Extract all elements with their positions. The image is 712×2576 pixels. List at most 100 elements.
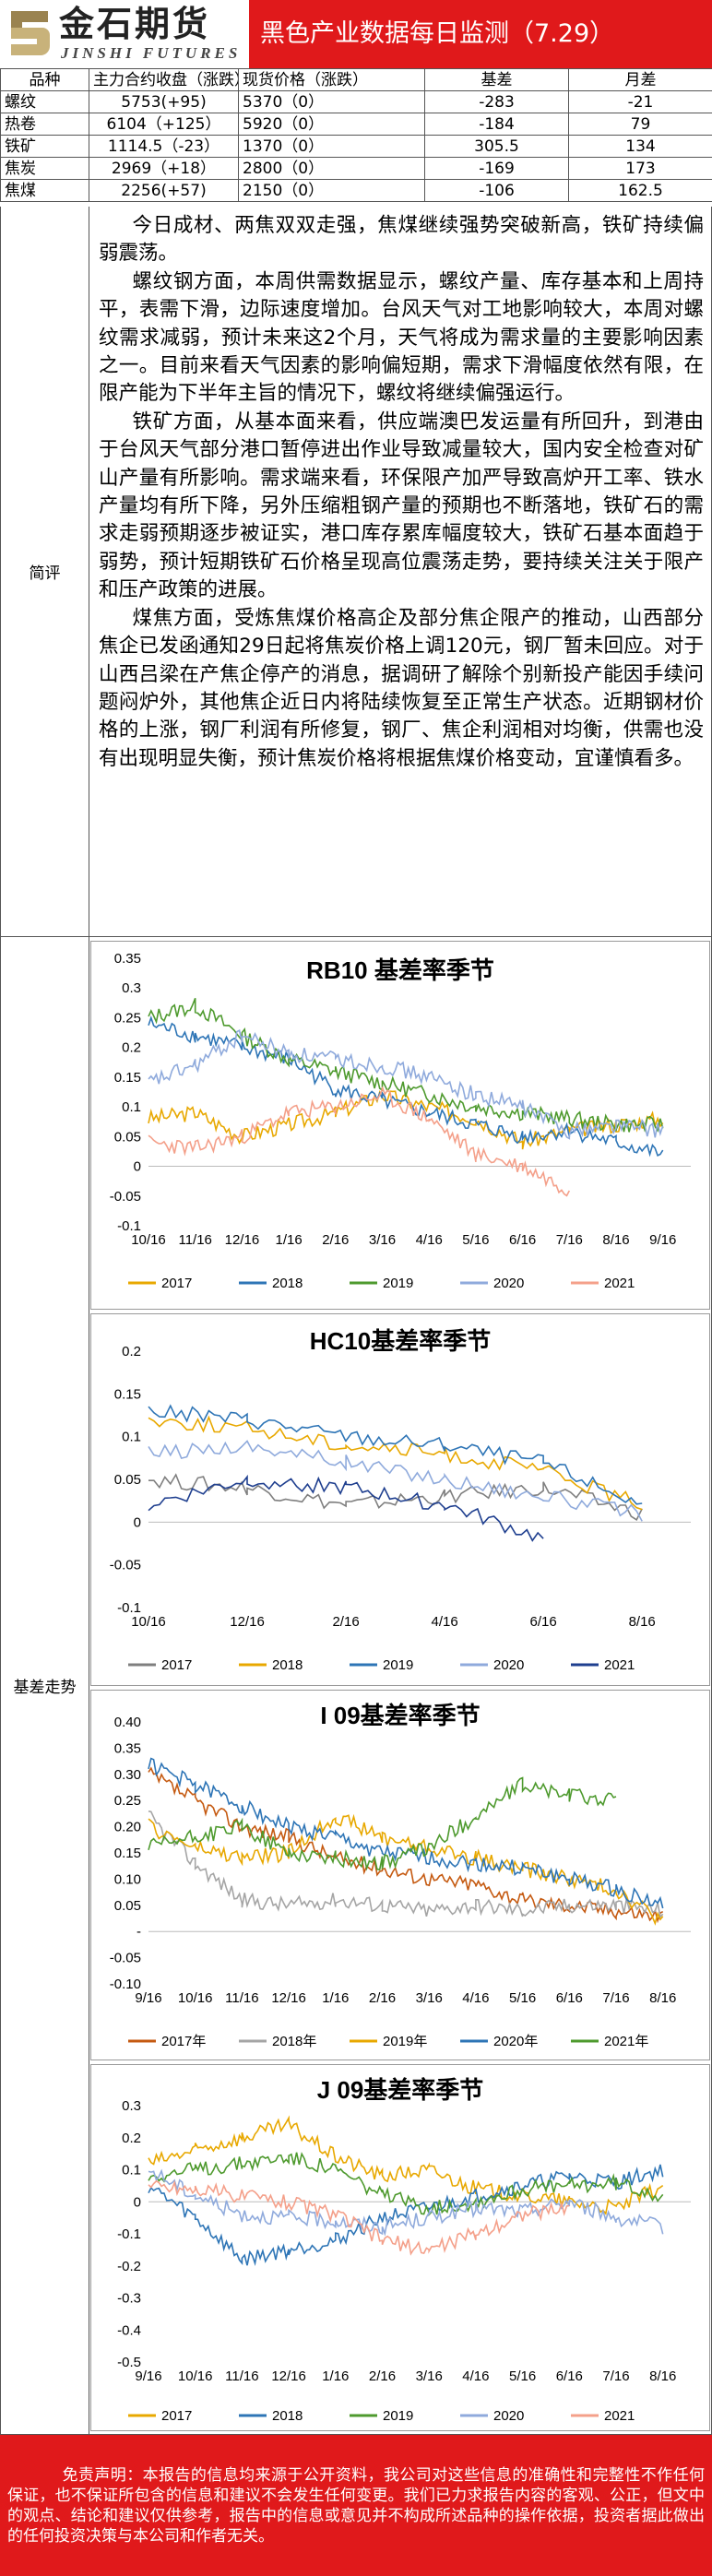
legend-label: 2019年 xyxy=(383,2034,427,2049)
table-cell: 铁矿 xyxy=(0,135,89,158)
x-tick-label: 2/16 xyxy=(322,1232,349,1248)
table-cell: 5920（0） xyxy=(238,113,425,136)
table-header-cell: 现货价格（涨跌） xyxy=(238,68,425,91)
chart-hc10: HC10基差率季节 0.2 0.15 0.1 0.05 0 -0.05 -0.1 10/16 12… xyxy=(90,1313,710,1686)
x-tick-label: 2/16 xyxy=(369,1990,396,2006)
legend-label: 2021 xyxy=(604,2408,635,2424)
series-line xyxy=(148,1810,664,1919)
x-tick-label: 9/16 xyxy=(135,1990,161,2006)
table-cell: -283 xyxy=(424,90,569,113)
table-row: 焦煤 2256(+57) 2150（0） -106 162.5 xyxy=(0,179,712,202)
y-tick-label: 0.10 xyxy=(114,1871,141,1887)
x-tick-label: 8/16 xyxy=(602,1232,629,1248)
legend-label: 2017年 xyxy=(161,2034,206,2049)
chart-hc10-svg: HC10基差率季节 0.2 0.15 0.1 0.05 0 -0.05 -0.110/16 12… xyxy=(110,1327,691,1673)
legend-label: 2019 xyxy=(383,1276,413,1291)
basis-section-label: 基差走势 xyxy=(1,937,89,2434)
y-tick-label: 0.30 xyxy=(114,1767,141,1783)
legend-label: 2017 xyxy=(161,2408,192,2424)
table-cell: 5370（0） xyxy=(238,90,425,113)
x-tick-label: 9/16 xyxy=(649,1232,676,1248)
table-cell: -169 xyxy=(424,157,569,180)
x-tick-label: 10/16 xyxy=(178,1990,213,2006)
y-tick-label: 0.1 xyxy=(122,2163,141,2178)
series-line xyxy=(148,1813,664,1926)
commentary-text: 今日成材、两焦双双走强，焦煤继续强势突破新高，铁矿持续偏弱震荡。 螺纹钢方面，本… xyxy=(89,207,712,773)
y-tick-label: -0.1 xyxy=(117,1218,141,1234)
x-tick-label: 11/16 xyxy=(225,1990,258,2006)
y-tick-label: 0.3 xyxy=(122,980,141,996)
x-tick-label: 2/16 xyxy=(332,1614,359,1630)
legend-label: 2020 xyxy=(493,1276,524,1291)
table-row: 热卷 6104（+125） 5920（0） -184 79 xyxy=(0,113,712,136)
table-cell: 1114.5（-23） xyxy=(89,135,239,158)
series-line xyxy=(148,1474,544,1542)
y-tick-label: 0 xyxy=(134,1514,141,1530)
table-cell: 173 xyxy=(568,157,712,180)
commentary-label: 简评 xyxy=(1,207,89,936)
legend-label: 2020 xyxy=(493,2408,524,2424)
x-tick-label: 3/16 xyxy=(416,2368,443,2384)
x-tick-label: 4/16 xyxy=(462,1990,489,2006)
y-tick-label: 0.05 xyxy=(114,1129,141,1145)
table-cell: 热卷 xyxy=(0,113,89,136)
y-tick-label: 0.15 xyxy=(114,1846,141,1861)
table-cell: 2969（+18） xyxy=(89,157,239,180)
y-tick-label: -0.05 xyxy=(110,1189,141,1205)
commentary-paragraph: 今日成材、两焦双双走强，焦煤继续强势突破新高，铁矿持续偏弱震荡。 xyxy=(99,214,704,266)
series-line xyxy=(148,1415,643,1511)
x-tick-label: 7/16 xyxy=(602,1990,629,2006)
y-tick-label: -0.5 xyxy=(117,2355,141,2370)
table-cell: 2150（0） xyxy=(238,179,425,202)
table-cell: 134 xyxy=(568,135,712,158)
series-line xyxy=(148,2179,570,2256)
table-cell: -21 xyxy=(568,90,712,113)
x-tick-label: 4/16 xyxy=(432,1614,458,1630)
y-tick-label: 0.25 xyxy=(114,1793,141,1809)
y-tick-label: 0.1 xyxy=(122,1099,141,1115)
series-line xyxy=(148,2168,664,2237)
series-line xyxy=(148,1028,664,1140)
table-header-cell: 品种 xyxy=(0,68,89,91)
y-tick-label: 0.35 xyxy=(114,951,141,967)
y-tick-label: 0 xyxy=(134,2194,141,2210)
table-row: 螺纹 5753(+95) 5370（0） -283 -21 xyxy=(0,90,712,113)
x-tick-label: 6/16 xyxy=(509,1232,536,1248)
series-line xyxy=(148,1473,643,1521)
chart-title: HC10基差率季节 xyxy=(310,1327,491,1355)
y-tick-label: 0.3 xyxy=(122,2098,141,2114)
legend-label: 2019 xyxy=(383,2408,413,2424)
chart-rb10: RB10 基差率季节 0.35 0.3 0.25 0.2 0.15 0.1 0.05 0 -0.0… xyxy=(90,941,710,1310)
x-tick-label: 1/16 xyxy=(322,1990,349,2006)
chart-j09: J 09基差率季节 0.3 0.2 0.1 0 -0.1 -0.2 -0.3 -0.4 -0.5 9… xyxy=(90,2064,710,2431)
series-line xyxy=(148,2152,664,2217)
table-cell: 5753(+95) xyxy=(89,90,239,113)
page-header: 金石期货 JINSHI FUTURES 黑色产业数据每日监测（7.29） xyxy=(0,0,712,68)
series-line xyxy=(148,1086,571,1197)
chart-i09: I 09基差率季节 0.40 0.35 0.30 0.25 0.20 0.15 0.10 0.0… xyxy=(90,1690,710,2060)
x-tick-label: 3/16 xyxy=(416,1990,443,2006)
x-tick-label: 11/16 xyxy=(178,1232,211,1248)
series-line xyxy=(148,2115,664,2215)
commentary-paragraph: 螺纹钢方面，本周供需数据显示，螺纹产量、库存基本和上周持平，表需下滑，边际速度增… xyxy=(99,269,704,406)
legend-label: 2017 xyxy=(161,1276,192,1291)
table-cell: 162.5 xyxy=(568,179,712,202)
x-tick-label: 1/16 xyxy=(276,1232,303,1248)
x-tick-label: 4/16 xyxy=(462,2368,489,2384)
x-tick-label: 8/16 xyxy=(649,1990,676,2006)
commentary-section: 简评 今日成材、两焦双双走强，焦煤继续强势突破新高，铁矿持续偏弱震荡。 螺纹钢方… xyxy=(0,207,712,937)
chart-i09-svg: I 09基差率季节 0.40 0.35 0.30 0.25 0.20 0.15 0.10 0.0… xyxy=(110,1702,691,2049)
x-tick-label: 2/16 xyxy=(369,2368,396,2384)
y-tick-label: - xyxy=(136,1924,141,1940)
y-tick-label: -0.4 xyxy=(117,2322,141,2338)
table-cell: -106 xyxy=(424,179,569,202)
legend-label: 2018 xyxy=(272,2408,303,2424)
legend-label: 2019 xyxy=(383,1657,413,1673)
chart-title: J 09基差率季节 xyxy=(317,2076,484,2104)
y-tick-label: -0.3 xyxy=(117,2291,141,2307)
y-tick-label: -0.1 xyxy=(117,1600,141,1616)
legend-label: 2021 xyxy=(604,1276,635,1291)
logo-english-text: JINSHI FUTURES xyxy=(61,44,242,62)
x-tick-label: 5/16 xyxy=(509,2368,536,2384)
x-tick-label: 11/16 xyxy=(225,2368,258,2384)
